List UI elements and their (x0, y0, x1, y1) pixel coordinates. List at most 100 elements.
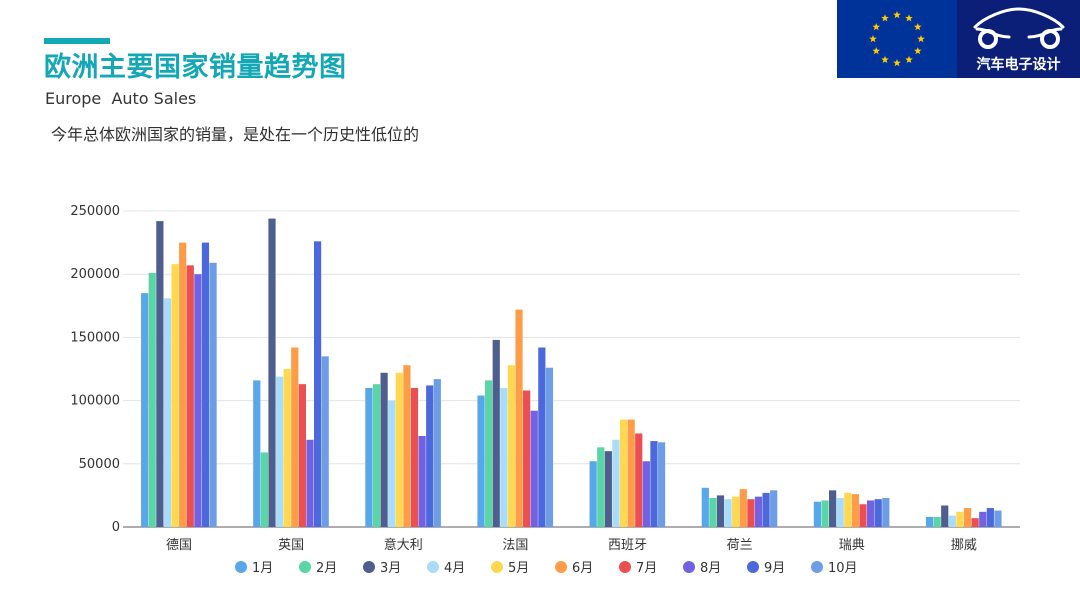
bar-6-4 (635, 433, 643, 527)
bar-9-5 (770, 490, 778, 527)
bar-9-7 (994, 510, 1002, 527)
bar-7-0 (194, 274, 202, 527)
page-title: 欧洲主要国家销量趋势图 (44, 52, 347, 83)
bar-0-2 (365, 387, 373, 527)
bar-8-0 (201, 242, 210, 527)
bar-1-6 (821, 500, 829, 527)
bar-7-7 (979, 511, 987, 527)
legend-label-0: 1月 (252, 561, 273, 576)
bar-9-1 (321, 356, 329, 527)
x-axis-category-label: 英国 (278, 538, 304, 553)
legend-swatch-6 (619, 561, 631, 573)
bar-5-0 (179, 242, 187, 527)
bar-9-3 (545, 367, 554, 527)
bar-4-3 (507, 365, 516, 527)
car-wheel-right-icon (1040, 29, 1060, 49)
bar-2-1 (268, 218, 276, 527)
bar-6-6 (859, 504, 867, 527)
y-axis-tick-label: 200000 (70, 267, 120, 282)
bar-5-1 (291, 347, 299, 527)
bar-3-0 (163, 298, 172, 527)
legend-label-4: 5月 (508, 561, 529, 576)
bar-3-3 (500, 387, 508, 527)
legend-label-9: 10月 (828, 561, 858, 576)
bar-1-4 (597, 447, 605, 527)
bar-2-4 (604, 451, 612, 527)
eu-flag-star-icon (905, 55, 913, 64)
bar-1-2 (372, 384, 381, 527)
bar-6-1 (298, 384, 306, 527)
bar-8-3 (538, 347, 546, 527)
eu-flag-star-icon (893, 11, 901, 19)
x-axis-category-label: 荷兰 (727, 538, 753, 553)
bar-9-2 (433, 379, 441, 527)
bar-0-3 (477, 395, 485, 527)
bar-5-5 (739, 489, 747, 527)
y-axis-tick-label: 50000 (79, 457, 120, 472)
legend-label-3: 4月 (444, 561, 465, 576)
car-wheel-left-icon (978, 29, 998, 49)
bar-4-2 (395, 372, 403, 527)
bar-3-4 (612, 439, 620, 527)
eu-flag-star-icon (917, 35, 925, 43)
bar-4-1 (283, 369, 291, 527)
x-axis-category-label: 意大利 (384, 537, 423, 553)
bar-9-0 (209, 262, 217, 527)
bar-7-2 (418, 435, 426, 527)
bar-8-4 (650, 441, 658, 527)
legend-swatch-7 (683, 561, 695, 573)
bar-4-4 (619, 419, 628, 527)
bar-1-7 (933, 516, 941, 527)
bar-2-3 (492, 339, 500, 527)
bar-5-3 (515, 309, 523, 527)
bar-4-6 (844, 492, 852, 527)
bar-8-7 (986, 508, 994, 527)
bar-4-0 (171, 264, 179, 527)
eu-flag-graphic (837, 0, 957, 78)
bar-2-7 (941, 505, 949, 527)
bar-7-3 (530, 410, 538, 527)
bar-5-7 (963, 508, 972, 527)
bar-5-4 (627, 419, 635, 527)
bar-9-4 (657, 442, 666, 527)
bar-3-2 (388, 400, 396, 527)
bar-8-5 (762, 492, 770, 527)
legend-swatch-4 (491, 561, 503, 573)
x-axis-category-label: 西班牙 (608, 538, 647, 553)
bar-5-6 (851, 494, 860, 527)
legend-swatch-1 (299, 561, 311, 573)
legend-swatch-8 (747, 561, 759, 573)
eu-flag-star-icon (881, 55, 889, 64)
eu-flag-star-icon (881, 14, 889, 22)
x-axis-category-label: 瑞典 (839, 538, 865, 553)
bar-1-5 (709, 497, 717, 527)
bar-3-6 (836, 497, 844, 527)
bar-0-1 (253, 380, 261, 527)
eu-flag-star-icon (869, 35, 877, 43)
bar-7-1 (306, 439, 314, 527)
y-axis-tick-label: 100000 (70, 394, 120, 409)
bar-0-7 (925, 516, 934, 527)
bar-8-6 (874, 499, 882, 527)
bar-6-3 (523, 390, 531, 527)
bar-2-6 (829, 490, 837, 527)
legend-swatch-2 (363, 561, 375, 573)
eu-flag-star-icon (872, 23, 881, 31)
bar-0-5 (701, 487, 709, 527)
brand-logo: 汽车电子设计 (957, 0, 1080, 78)
y-axis-tick-label: 150000 (70, 330, 120, 345)
bar-4-5 (732, 496, 740, 527)
bar-6-0 (186, 265, 194, 527)
eu-flag-star-icon (913, 47, 922, 55)
bar-7-6 (867, 500, 875, 527)
bar-2-5 (716, 495, 725, 527)
bar-9-6 (882, 497, 890, 527)
chart-labels: 0 50000 100000 150000 200000 250000 德国 英国 意大利 法国 西… (70, 204, 977, 553)
bar-1-1 (260, 452, 268, 527)
brand-logo-graphic: 汽车电子设计 (957, 0, 1080, 78)
bar-0-4 (589, 461, 597, 527)
bar-7-4 (642, 461, 650, 527)
eu-flag-icon (837, 0, 957, 78)
